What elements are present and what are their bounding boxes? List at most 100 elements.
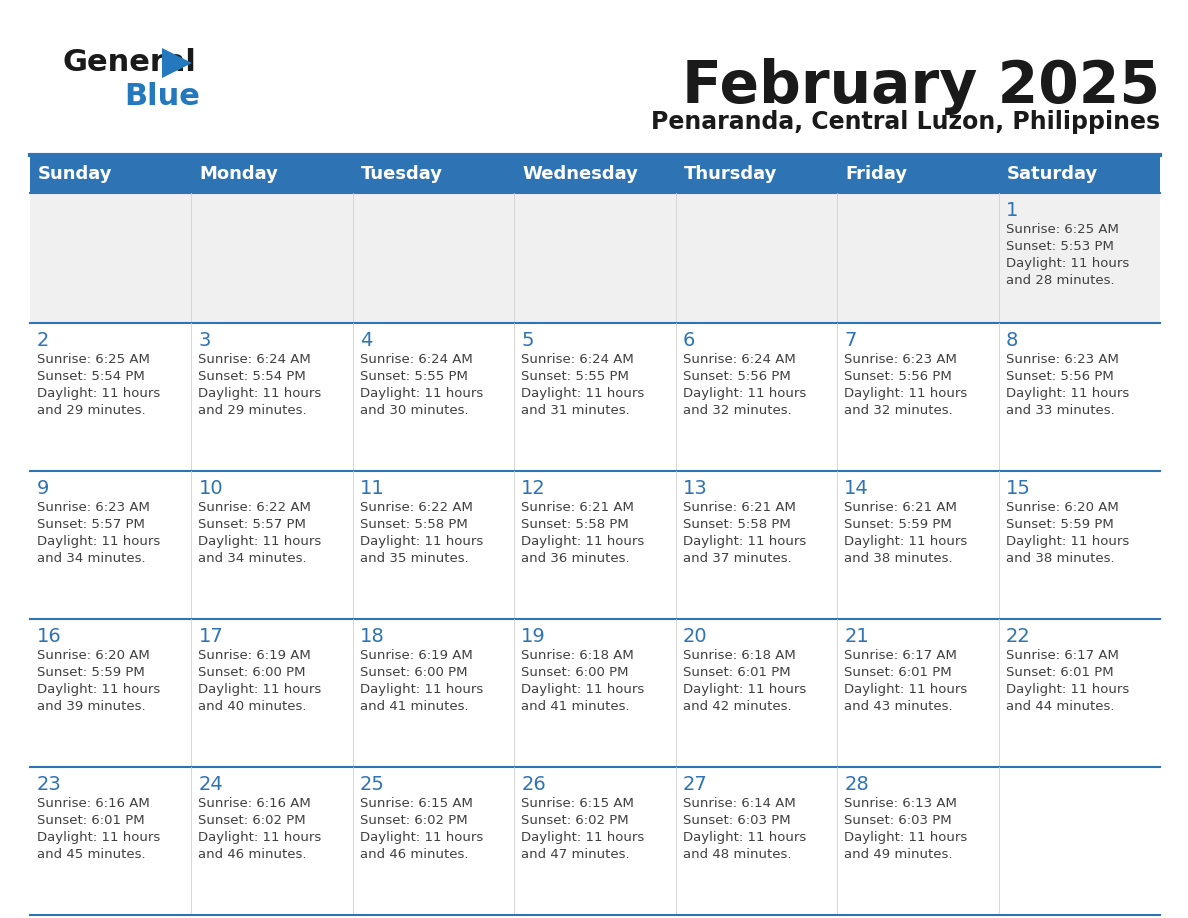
Text: Sunset: 5:58 PM: Sunset: 5:58 PM	[683, 518, 790, 531]
Text: 13: 13	[683, 479, 708, 498]
Text: Sunset: 6:02 PM: Sunset: 6:02 PM	[522, 814, 628, 827]
Text: Sunset: 5:59 PM: Sunset: 5:59 PM	[1005, 518, 1113, 531]
Text: Tuesday: Tuesday	[361, 165, 443, 183]
Text: Sunset: 6:00 PM: Sunset: 6:00 PM	[522, 666, 628, 679]
Text: 27: 27	[683, 775, 708, 794]
Text: Sunrise: 6:24 AM: Sunrise: 6:24 AM	[360, 353, 473, 366]
Text: and 36 minutes.: and 36 minutes.	[522, 552, 630, 565]
Text: 2: 2	[37, 331, 50, 350]
Text: Sunrise: 6:25 AM: Sunrise: 6:25 AM	[37, 353, 150, 366]
Text: Sunset: 5:55 PM: Sunset: 5:55 PM	[360, 370, 468, 383]
Text: and 33 minutes.: and 33 minutes.	[1005, 404, 1114, 417]
Text: Sunset: 5:56 PM: Sunset: 5:56 PM	[1005, 370, 1113, 383]
Text: and 44 minutes.: and 44 minutes.	[1005, 700, 1114, 713]
Text: Daylight: 11 hours: Daylight: 11 hours	[683, 831, 805, 844]
Text: 8: 8	[1005, 331, 1018, 350]
Text: Daylight: 11 hours: Daylight: 11 hours	[37, 831, 160, 844]
Text: Sunrise: 6:14 AM: Sunrise: 6:14 AM	[683, 797, 796, 810]
Text: and 43 minutes.: and 43 minutes.	[845, 700, 953, 713]
Text: Sunrise: 6:19 AM: Sunrise: 6:19 AM	[198, 649, 311, 662]
Text: February 2025: February 2025	[682, 58, 1159, 115]
Text: Sunset: 6:00 PM: Sunset: 6:00 PM	[360, 666, 467, 679]
Text: Sunrise: 6:16 AM: Sunrise: 6:16 AM	[37, 797, 150, 810]
Text: Thursday: Thursday	[684, 165, 777, 183]
Text: and 28 minutes.: and 28 minutes.	[1005, 274, 1114, 287]
Text: and 29 minutes.: and 29 minutes.	[37, 404, 146, 417]
Text: and 40 minutes.: and 40 minutes.	[198, 700, 307, 713]
Text: Sunset: 5:56 PM: Sunset: 5:56 PM	[683, 370, 790, 383]
Text: Daylight: 11 hours: Daylight: 11 hours	[683, 387, 805, 400]
Text: Sunset: 5:59 PM: Sunset: 5:59 PM	[37, 666, 145, 679]
Text: Daylight: 11 hours: Daylight: 11 hours	[360, 831, 484, 844]
Text: Sunrise: 6:20 AM: Sunrise: 6:20 AM	[37, 649, 150, 662]
Text: Daylight: 11 hours: Daylight: 11 hours	[845, 683, 967, 696]
Text: Daylight: 11 hours: Daylight: 11 hours	[1005, 387, 1129, 400]
Text: Monday: Monday	[200, 165, 278, 183]
Text: 4: 4	[360, 331, 372, 350]
Text: and 38 minutes.: and 38 minutes.	[845, 552, 953, 565]
Text: Saturday: Saturday	[1006, 165, 1098, 183]
Text: 6: 6	[683, 331, 695, 350]
Text: Sunrise: 6:22 AM: Sunrise: 6:22 AM	[360, 501, 473, 514]
Text: 7: 7	[845, 331, 857, 350]
Text: Daylight: 11 hours: Daylight: 11 hours	[522, 683, 645, 696]
Text: Daylight: 11 hours: Daylight: 11 hours	[198, 683, 322, 696]
Text: Sunset: 5:54 PM: Sunset: 5:54 PM	[37, 370, 145, 383]
Text: Sunset: 6:03 PM: Sunset: 6:03 PM	[683, 814, 790, 827]
Text: Sunrise: 6:24 AM: Sunrise: 6:24 AM	[198, 353, 311, 366]
Text: Sunrise: 6:25 AM: Sunrise: 6:25 AM	[1005, 223, 1118, 236]
Text: Sunrise: 6:23 AM: Sunrise: 6:23 AM	[37, 501, 150, 514]
Text: Sunset: 6:01 PM: Sunset: 6:01 PM	[37, 814, 145, 827]
Text: 20: 20	[683, 627, 707, 646]
Text: and 49 minutes.: and 49 minutes.	[845, 848, 953, 861]
Bar	[30, 619, 1159, 767]
Text: Sunrise: 6:23 AM: Sunrise: 6:23 AM	[845, 353, 958, 366]
Text: Sunrise: 6:21 AM: Sunrise: 6:21 AM	[522, 501, 634, 514]
Text: and 32 minutes.: and 32 minutes.	[845, 404, 953, 417]
Text: 11: 11	[360, 479, 385, 498]
Text: 28: 28	[845, 775, 868, 794]
Text: Sunrise: 6:21 AM: Sunrise: 6:21 AM	[845, 501, 958, 514]
Text: 26: 26	[522, 775, 546, 794]
Bar	[30, 767, 1159, 915]
Text: and 48 minutes.: and 48 minutes.	[683, 848, 791, 861]
Text: Sunset: 5:55 PM: Sunset: 5:55 PM	[522, 370, 630, 383]
Text: Wednesday: Wednesday	[523, 165, 638, 183]
Text: Sunset: 6:01 PM: Sunset: 6:01 PM	[845, 666, 952, 679]
Text: Sunset: 6:03 PM: Sunset: 6:03 PM	[845, 814, 952, 827]
Text: Sunset: 5:59 PM: Sunset: 5:59 PM	[845, 518, 952, 531]
Text: 14: 14	[845, 479, 868, 498]
Text: Daylight: 11 hours: Daylight: 11 hours	[37, 535, 160, 548]
Text: Sunset: 5:57 PM: Sunset: 5:57 PM	[37, 518, 145, 531]
Text: Sunrise: 6:20 AM: Sunrise: 6:20 AM	[1005, 501, 1118, 514]
Text: Daylight: 11 hours: Daylight: 11 hours	[37, 387, 160, 400]
Text: and 42 minutes.: and 42 minutes.	[683, 700, 791, 713]
Bar	[30, 323, 1159, 471]
Text: 24: 24	[198, 775, 223, 794]
Text: Daylight: 11 hours: Daylight: 11 hours	[522, 387, 645, 400]
Text: and 30 minutes.: and 30 minutes.	[360, 404, 468, 417]
Text: Daylight: 11 hours: Daylight: 11 hours	[360, 535, 484, 548]
Text: Sunset: 6:01 PM: Sunset: 6:01 PM	[1005, 666, 1113, 679]
Text: Penaranda, Central Luzon, Philippines: Penaranda, Central Luzon, Philippines	[651, 110, 1159, 134]
Text: Daylight: 11 hours: Daylight: 11 hours	[845, 831, 967, 844]
Text: Daylight: 11 hours: Daylight: 11 hours	[198, 535, 322, 548]
Text: Sunset: 6:00 PM: Sunset: 6:00 PM	[198, 666, 307, 679]
Text: Sunrise: 6:19 AM: Sunrise: 6:19 AM	[360, 649, 473, 662]
Text: and 47 minutes.: and 47 minutes.	[522, 848, 630, 861]
Text: and 34 minutes.: and 34 minutes.	[198, 552, 307, 565]
Text: Sunset: 6:01 PM: Sunset: 6:01 PM	[683, 666, 790, 679]
Text: Daylight: 11 hours: Daylight: 11 hours	[198, 831, 322, 844]
Text: and 34 minutes.: and 34 minutes.	[37, 552, 146, 565]
Text: 21: 21	[845, 627, 868, 646]
Text: Daylight: 11 hours: Daylight: 11 hours	[683, 683, 805, 696]
Text: Sunset: 5:56 PM: Sunset: 5:56 PM	[845, 370, 952, 383]
Text: 23: 23	[37, 775, 62, 794]
Text: and 45 minutes.: and 45 minutes.	[37, 848, 146, 861]
Text: Daylight: 11 hours: Daylight: 11 hours	[198, 387, 322, 400]
Text: Sunrise: 6:18 AM: Sunrise: 6:18 AM	[683, 649, 796, 662]
Bar	[30, 471, 1159, 619]
Text: and 31 minutes.: and 31 minutes.	[522, 404, 630, 417]
Text: Sunrise: 6:15 AM: Sunrise: 6:15 AM	[360, 797, 473, 810]
Text: Daylight: 11 hours: Daylight: 11 hours	[845, 535, 967, 548]
